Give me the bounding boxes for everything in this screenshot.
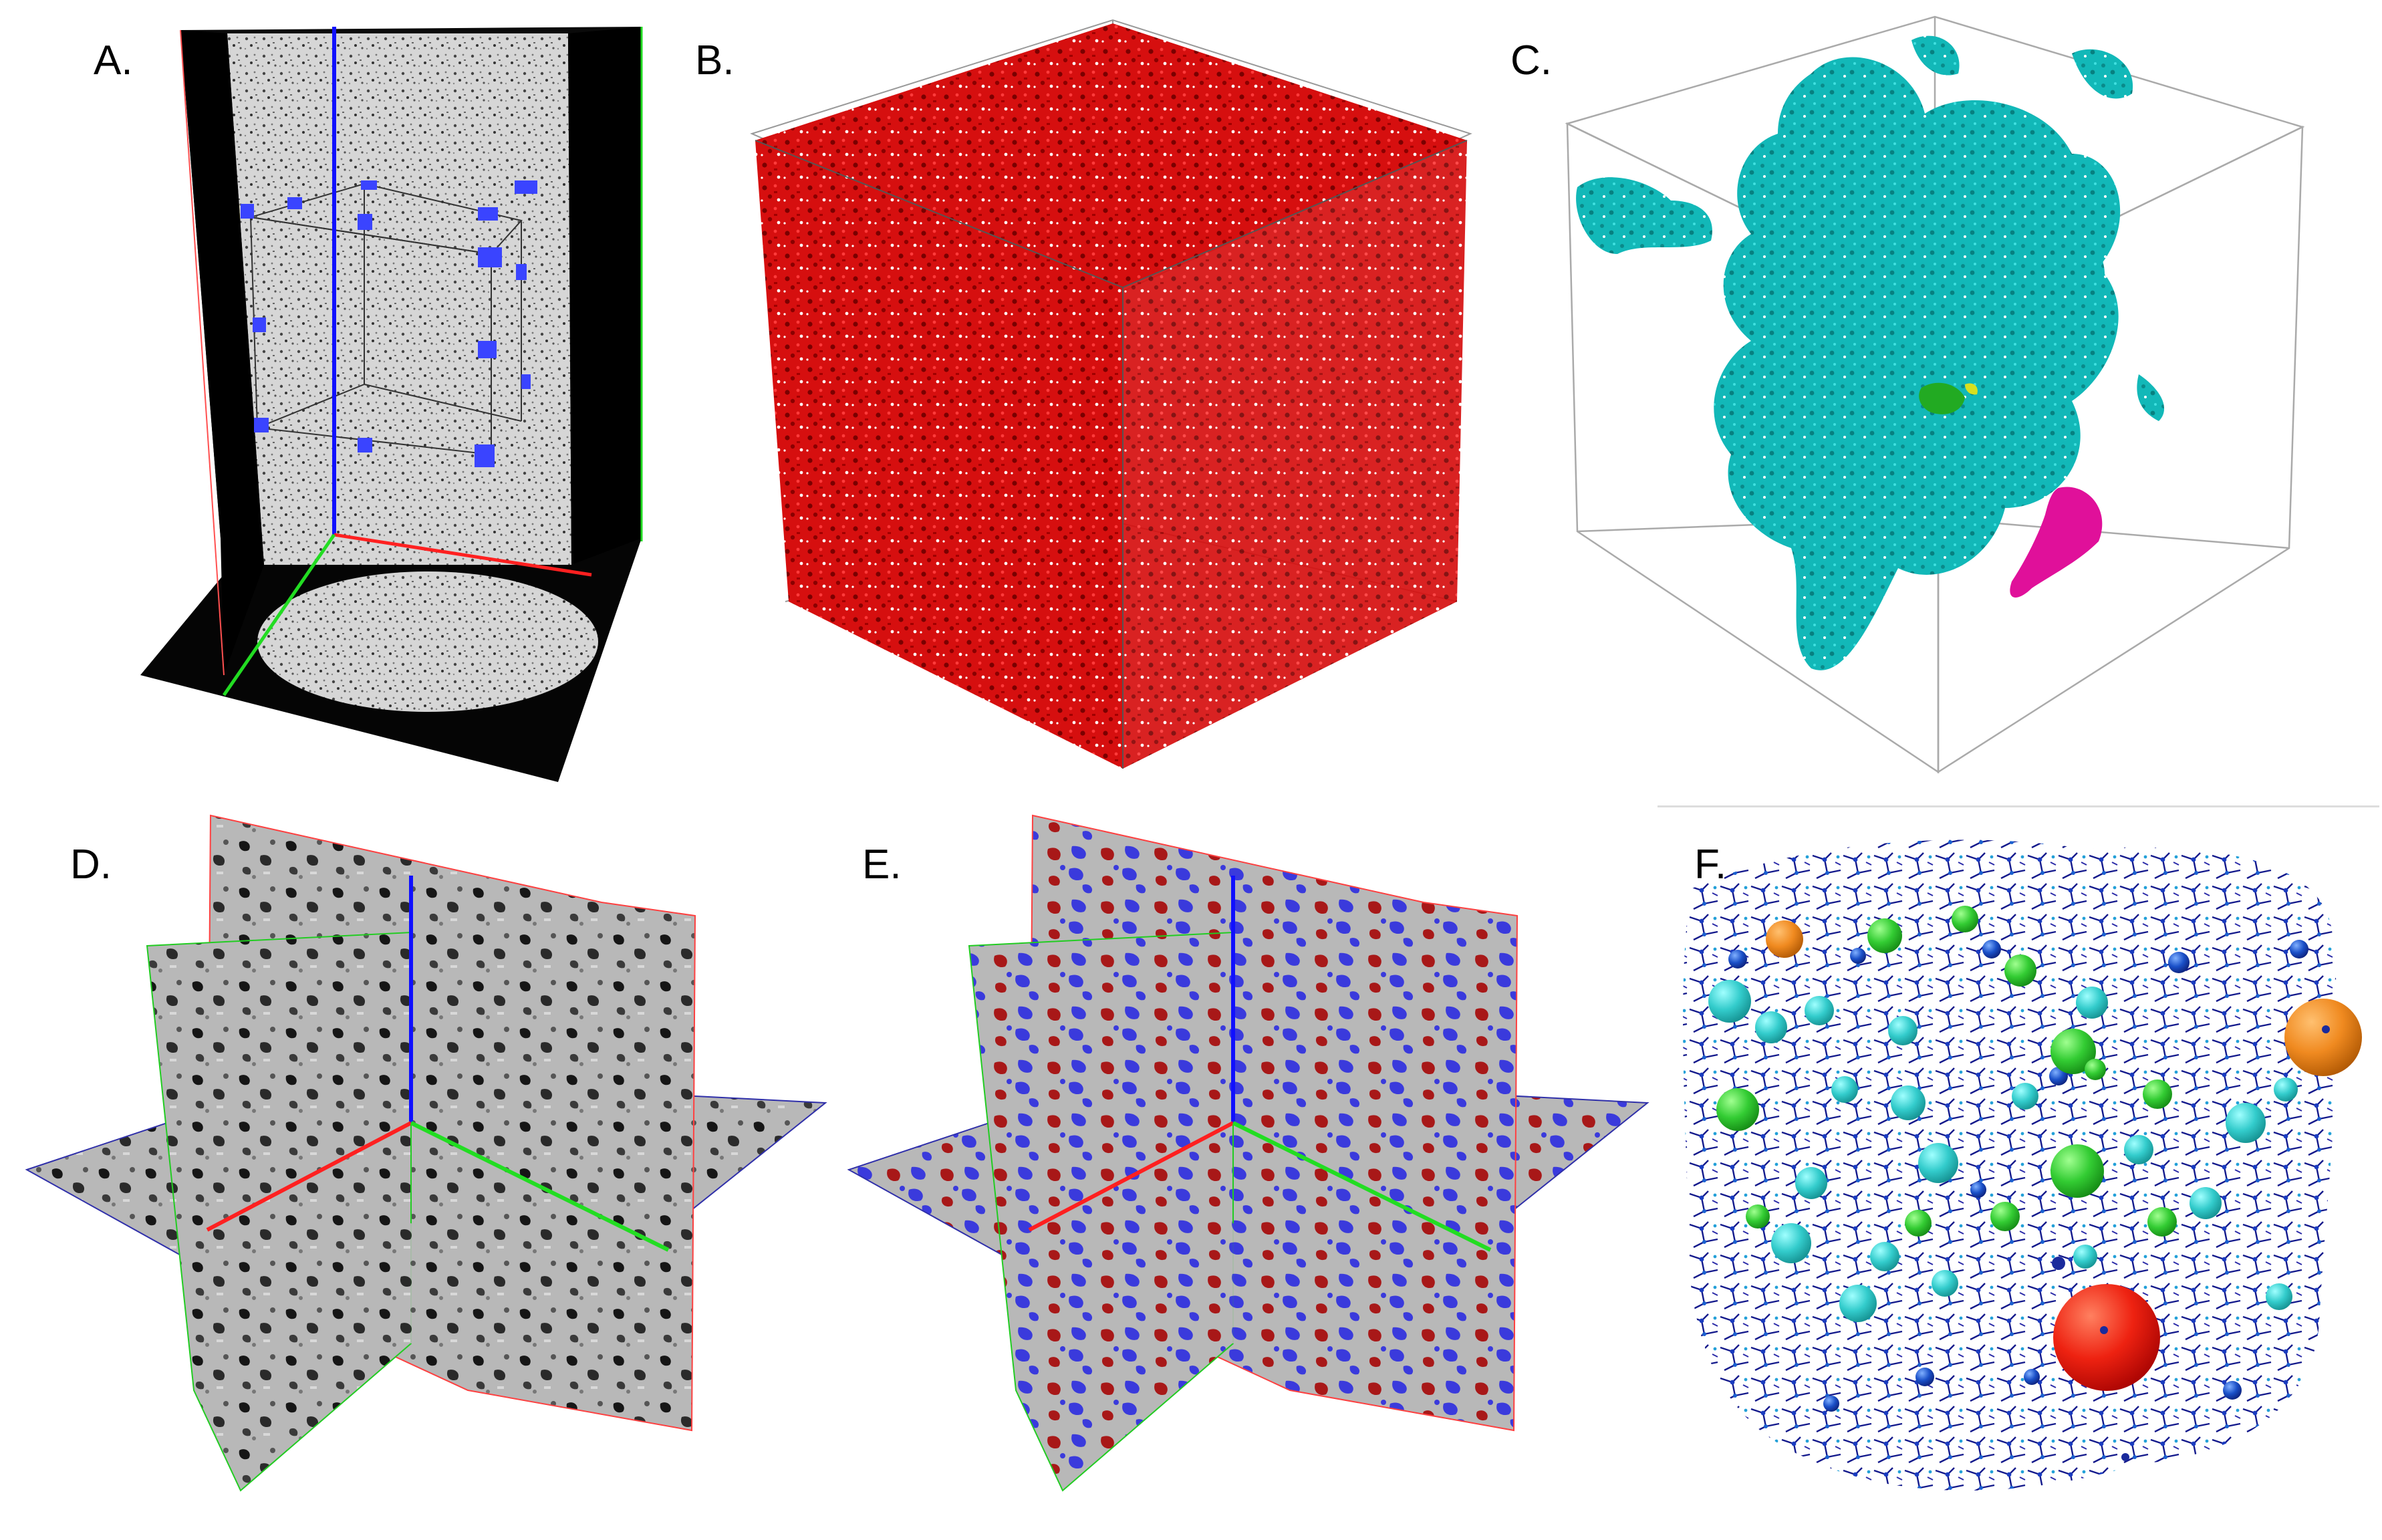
panel-a: A.: [0, 0, 668, 789]
panel-f: F.: [1658, 789, 2382, 1540]
panel-d: D.: [0, 789, 829, 1540]
red-pore-large: [2053, 1284, 2160, 1391]
panel-e-render: [847, 814, 1649, 1492]
y-axis: [410, 1121, 670, 1252]
y-axis: [222, 533, 336, 696]
panel-a-label: A.: [94, 37, 133, 84]
pore-left: [755, 140, 1123, 769]
panel-d-render: [25, 814, 827, 1492]
x-axis: [206, 1121, 412, 1232]
cylinder-slice: [227, 33, 571, 565]
pore-right: [1123, 140, 1467, 769]
panel-c-render: [1565, 15, 2305, 774]
panel-e: E.: [829, 789, 1658, 1540]
network-cloud: [1683, 840, 2337, 1491]
cube-markers: [241, 180, 537, 467]
y-axis: [1232, 1121, 1492, 1252]
divider: [1658, 805, 2379, 807]
panel-c: C.: [1497, 0, 2382, 789]
panel-e-label: E.: [862, 842, 902, 888]
panel-f-render: [1683, 840, 2362, 1491]
orange-pore-large: [2284, 999, 2362, 1076]
cyan-cluster: [1576, 35, 2165, 670]
panel-b: B.: [668, 0, 1497, 789]
x-axis: [334, 533, 592, 577]
yz-slice: [146, 931, 412, 1492]
x-axis: [1028, 1121, 1234, 1232]
panel-b-label: B.: [695, 37, 735, 84]
pore-top: [755, 23, 1467, 287]
bottom-disc: [257, 571, 598, 712]
panel-c-label: C.: [1510, 37, 1552, 84]
teal-pores: [1708, 980, 2298, 1322]
panel-d-label: D.: [70, 842, 112, 888]
magenta-cluster: [2010, 487, 2103, 598]
panel-b-render: [750, 19, 1472, 769]
orange-pore-small: [1766, 920, 1803, 958]
green-cluster: [1919, 382, 1965, 414]
panel-a-render: [140, 27, 643, 782]
green-pores: [1716, 906, 2177, 1237]
yz-slice: [968, 931, 1234, 1492]
panel-f-label: F.: [1694, 842, 1727, 888]
